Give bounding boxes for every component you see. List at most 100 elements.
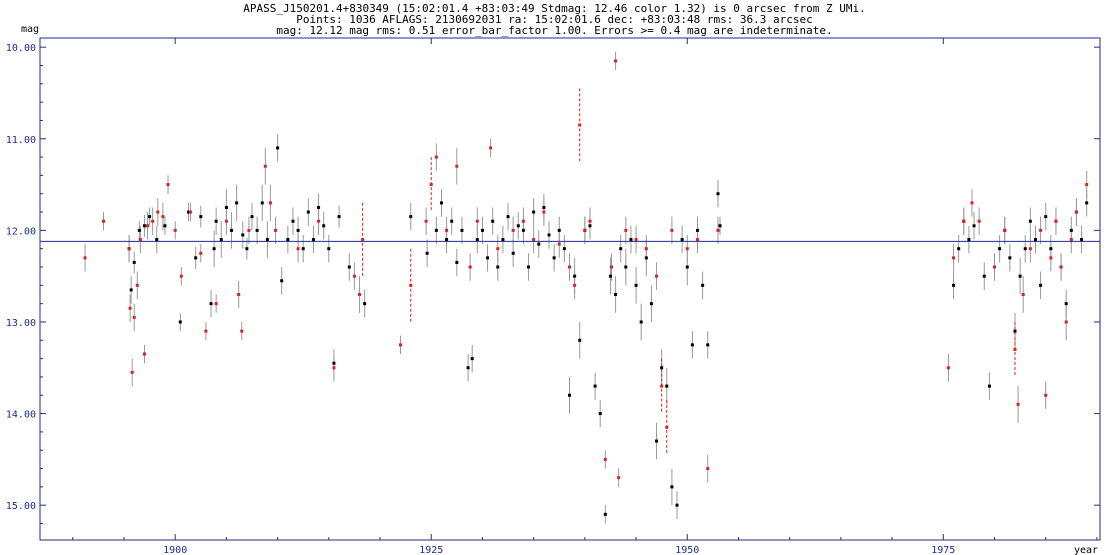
data-point-black <box>706 343 710 347</box>
data-point-black <box>598 412 602 416</box>
data-point-red <box>274 228 278 232</box>
data-point-red <box>716 228 720 232</box>
data-point-red <box>358 292 362 296</box>
data-point-red <box>189 210 193 214</box>
data-point-black <box>311 238 315 242</box>
data-point-black <box>425 251 429 255</box>
data-point-red <box>204 329 208 333</box>
data-point-black <box>629 238 633 242</box>
data-point-red <box>127 247 131 251</box>
data-point-red <box>296 247 300 251</box>
data-point-black <box>1085 201 1089 205</box>
data-point-red <box>146 224 150 228</box>
y-axis-label: mag <box>21 24 39 35</box>
data-point-red <box>130 370 134 374</box>
data-point-black <box>716 192 720 196</box>
data-point-black <box>178 320 182 324</box>
data-point-black <box>1080 238 1084 242</box>
data-point-black <box>132 260 136 264</box>
data-point-red <box>429 183 433 187</box>
data-point-red <box>583 228 587 232</box>
data-point-black <box>199 215 203 219</box>
data-point-black <box>506 215 510 219</box>
data-point-red <box>151 219 155 223</box>
data-point-black <box>665 384 669 388</box>
data-point-black <box>588 224 592 228</box>
data-point-black <box>363 302 367 306</box>
data-point-red <box>455 164 459 168</box>
data-point-red <box>1044 393 1048 397</box>
plot-frame <box>39 37 1101 541</box>
data-point-black <box>982 274 986 278</box>
data-point-red <box>1021 292 1025 296</box>
data-point-red <box>644 247 648 251</box>
data-point-black <box>322 224 326 228</box>
data-point-black <box>409 215 413 219</box>
data-point-black <box>137 228 141 232</box>
data-point-red <box>399 343 403 347</box>
data-point-black <box>230 228 234 232</box>
data-point-red <box>521 219 525 223</box>
data-point-black <box>475 238 479 242</box>
data-point-red <box>173 228 177 232</box>
data-point-black <box>255 228 259 232</box>
data-point-black <box>194 256 198 260</box>
data-point-black <box>1023 247 1027 251</box>
y-tick-label-11.00: 11.00 <box>6 135 36 146</box>
data-point-red <box>247 228 251 232</box>
data-point-black <box>337 215 341 219</box>
data-point-black <box>608 274 612 278</box>
data-point-black <box>470 357 474 361</box>
data-point-black <box>1044 215 1048 219</box>
data-point-red <box>655 274 659 278</box>
data-point-red <box>1074 210 1078 214</box>
data-point-red <box>588 219 592 223</box>
data-point-black <box>655 439 659 443</box>
data-point-black <box>624 265 628 269</box>
data-point-black <box>235 201 239 205</box>
chart-title-line-2: Points: 1036 AFLAGS: 2130692031 ra: 15:0… <box>296 13 813 26</box>
data-point-red <box>496 247 500 251</box>
data-point-red <box>83 256 87 260</box>
data-point-red <box>1028 247 1032 251</box>
data-point-black <box>639 320 643 324</box>
data-point-black <box>214 219 218 223</box>
data-point-black <box>301 247 305 251</box>
data-point-red <box>1064 320 1068 324</box>
data-point-red <box>142 352 146 356</box>
data-point-red <box>135 283 139 287</box>
data-point-black <box>516 224 520 228</box>
y-tick-label-12.00: 12.00 <box>6 226 36 237</box>
data-point-red <box>409 283 413 287</box>
data-point-black <box>521 228 525 232</box>
data-point-black <box>286 238 290 242</box>
data-point-red <box>542 210 546 214</box>
data-point-red <box>685 247 689 251</box>
data-point-black <box>660 366 664 370</box>
data-point-red <box>166 183 170 187</box>
x-tick-label-1925: 1925 <box>419 545 443 555</box>
data-point-black <box>332 361 336 365</box>
data-point-red <box>1049 256 1053 260</box>
data-point-black <box>680 238 684 242</box>
data-point-black <box>542 205 546 209</box>
data-point-red <box>268 201 272 205</box>
data-point-red <box>1069 238 1073 242</box>
data-point-black <box>1049 247 1053 251</box>
data-point-black <box>603 512 607 516</box>
data-point-red <box>1016 402 1020 406</box>
data-point-black <box>296 228 300 232</box>
data-point-black <box>675 503 679 507</box>
data-point-red <box>614 59 618 63</box>
data-point-black <box>952 283 956 287</box>
data-point-black <box>142 224 146 228</box>
data-point-black <box>163 224 167 228</box>
y-tick-label-14.00: 14.00 <box>6 410 36 421</box>
data-point-black <box>1033 238 1037 242</box>
data-point-red <box>445 228 449 232</box>
data-point-black <box>241 233 245 237</box>
data-point-red <box>434 155 438 159</box>
data-point-red <box>475 219 479 223</box>
data-point-red <box>617 476 621 480</box>
